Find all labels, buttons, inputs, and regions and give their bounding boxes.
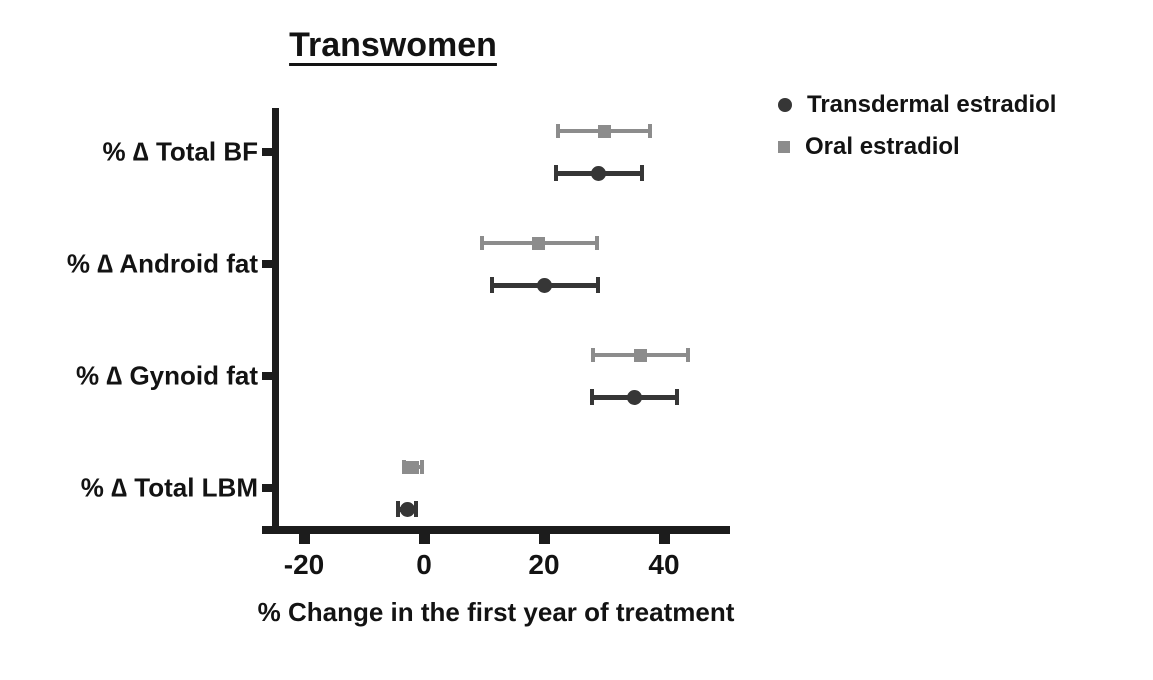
x-tick-label: 20 [528,549,560,580]
error-bar-cap-left [554,165,558,181]
category-label: % ∆ Total BF [102,136,258,167]
error-bar-cap-right [420,460,425,474]
error-bar-cap-right [674,389,679,405]
y-tick [262,484,272,492]
error-bar-cap-left [555,124,560,138]
y-tick [262,148,272,156]
error-bar-cap-right [640,165,645,181]
x-tick [299,534,310,544]
marker-circle [536,277,552,293]
marker-square [531,236,545,250]
marker-circle [399,501,415,517]
error-bar-cap-left [395,501,400,517]
category-label: % ∆ Android fat [66,248,258,279]
marker-square [633,348,647,362]
x-axis-line [262,526,730,534]
marker-square [597,124,611,138]
legend-marker-circle-icon [778,98,792,112]
x-tick-label: 0 [416,549,432,580]
x-axis-label: % Change in the first year of treatment [257,597,735,627]
legend-item: Oral estradiol [778,130,960,164]
marker-circle [590,165,606,181]
x-tick [659,534,670,544]
legend-label: Transdermal estradiol [807,91,1057,118]
legend-item: Transdermal estradiol [778,88,1056,122]
marker-circle [626,389,642,405]
error-bar-cap-left [590,389,594,405]
y-tick [262,260,272,268]
x-tick-label: -20 [283,549,325,580]
x-tick [419,534,430,544]
y-axis-line [272,108,279,534]
category-label: % ∆ Gynoid fat [75,360,258,391]
chart-title: Transwomen [289,26,497,64]
x-tick-label: 40 [648,549,680,580]
legend-marker-square-icon [778,141,790,153]
error-bar-cap-right [594,236,599,250]
error-bar-cap-left [591,348,596,362]
error-bar-cap-right [596,277,600,293]
error-bar-cap-right [414,501,419,517]
error-bar-cap-right [686,348,690,362]
marker-square [405,460,419,474]
error-bar-cap-left [401,460,406,474]
error-bar-cap-right [648,124,653,138]
y-tick [262,372,272,380]
x-tick [539,534,550,544]
error-bar-cap-left [480,236,485,250]
error-bar-cap-left [489,277,494,293]
legend-label: Oral estradiol [805,133,960,160]
category-label: % ∆ Total LBM [80,472,258,503]
legend: Transdermal estradiol Oral estradiol [778,88,1138,188]
